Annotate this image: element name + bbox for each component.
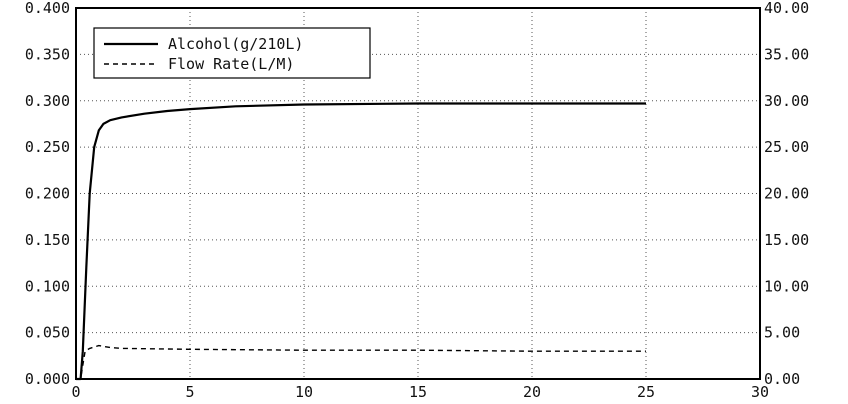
- left-axis-ticks: 0.000 0.050 0.100 0.150 0.200 0.250 0.300 0.350…: [25, 0, 70, 388]
- y-right-tick-label: 15.00: [764, 231, 809, 249]
- legend-box: [93, 27, 371, 79]
- y-left-tick-label: 0.200: [25, 185, 70, 203]
- y-right-tick-label: 10.00: [764, 277, 809, 295]
- plot-frame: [75, 7, 761, 380]
- legend-label: Flow Rate(L/M): [168, 55, 294, 73]
- y-left-tick-label: 0.050: [25, 324, 70, 342]
- x-tick-label: 0: [71, 383, 80, 401]
- x-tick-label: 5: [185, 383, 194, 401]
- y-left-tick-label: 0.000: [25, 370, 70, 388]
- series-line-alcohol: [76, 102, 646, 381]
- y-left-tick-label: 0.350: [25, 45, 70, 63]
- y-right-tick-label: 35.00: [764, 45, 809, 63]
- x-tick-label: 25: [637, 383, 655, 401]
- x-axis-ticks: 0 5 10 15 20 25 30: [71, 383, 769, 401]
- y-right-tick-label: 0.00: [764, 370, 800, 388]
- y-left-tick-label: 0.300: [25, 92, 70, 110]
- series-lines: [76, 102, 646, 381]
- y-left-tick-label: 0.250: [25, 138, 70, 156]
- y-right-tick-label: 30.00: [764, 92, 809, 110]
- x-tick-label: 30: [751, 383, 769, 401]
- legend-items: Alcohol(g/210L) Flow Rate(L/M): [104, 35, 303, 73]
- y-right-tick-label: 40.00: [764, 0, 809, 17]
- x-tick-label: 10: [295, 383, 313, 401]
- series-line-flow-rate: [76, 344, 646, 380]
- y-right-tick-label: 20.00: [764, 185, 809, 203]
- y-left-tick-label: 0.100: [25, 277, 70, 295]
- y-left-tick-label: 0.150: [25, 231, 70, 249]
- legend: Alcohol(g/210L) Flow Rate(L/M): [93, 27, 371, 79]
- right-axis-ticks: 0.00 5.00 10.00 15.00 20.00 25.00 30.00 35.00 40…: [764, 0, 809, 388]
- x-tick-label: 20: [523, 383, 541, 401]
- legend-label: Alcohol(g/210L): [168, 35, 303, 53]
- y-right-tick-label: 5.00: [764, 324, 800, 342]
- y-right-tick-label: 25.00: [764, 138, 809, 156]
- x-tick-label: 15: [409, 383, 427, 401]
- y-left-tick-label: 0.400: [25, 0, 70, 17]
